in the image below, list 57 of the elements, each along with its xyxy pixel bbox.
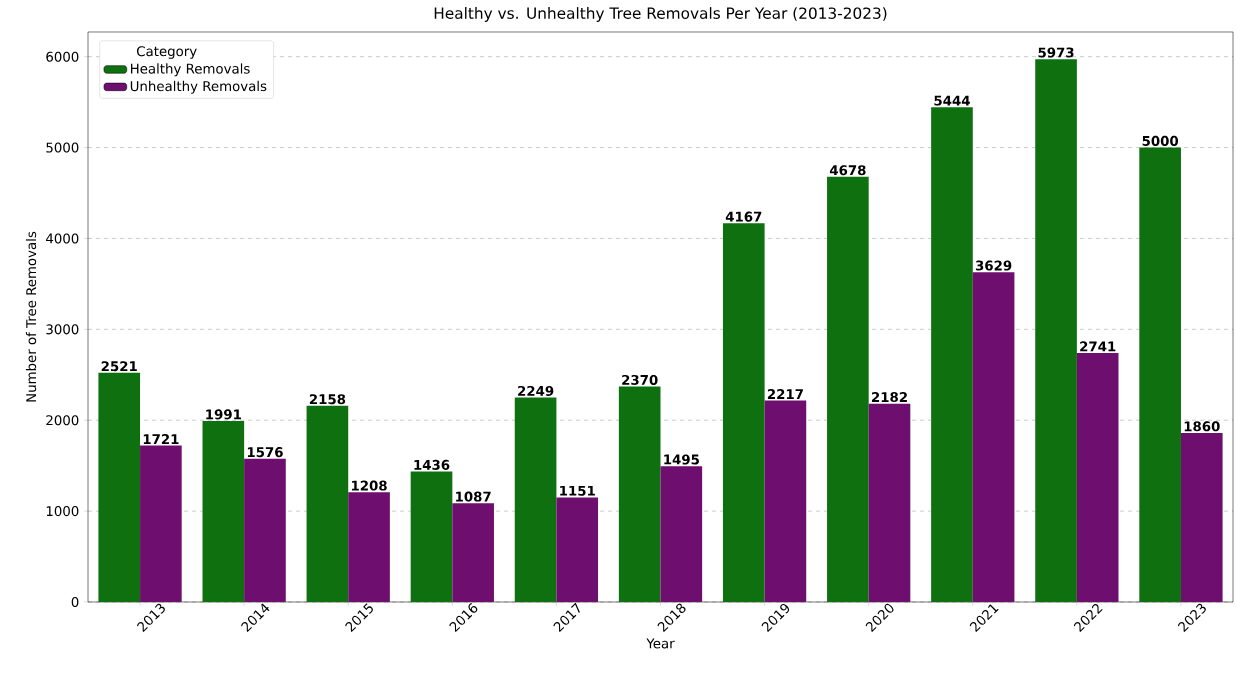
x-axis-title: Year <box>646 638 675 649</box>
legend-label: Unhealthy Removals <box>130 80 267 94</box>
data-label: 1860 <box>1184 421 1220 432</box>
data-label: 2741 <box>1080 341 1116 352</box>
bar <box>202 421 245 602</box>
bar <box>868 403 911 602</box>
chart-title: Healthy vs. Unhealthy Tree Removals Per Year (2013-2023) <box>434 7 887 22</box>
bar <box>1139 147 1181 602</box>
data-label: 2158 <box>309 394 346 405</box>
bar <box>764 400 807 602</box>
data-label: 2370 <box>622 374 658 385</box>
legend-label: Healthy Removals <box>130 63 250 77</box>
data-label: 2521 <box>101 361 137 372</box>
bar <box>410 471 453 602</box>
legend-title: Category <box>137 46 197 59</box>
y-axis-title: Number of Tree Removals <box>25 231 37 402</box>
y-tick-label: 3000 <box>46 324 79 335</box>
data-label: 1151 <box>560 485 595 496</box>
data-label: 5000 <box>1142 135 1179 146</box>
bar <box>1035 59 1077 602</box>
y-tick-label: 4000 <box>46 233 79 244</box>
bar <box>556 497 599 602</box>
data-label: 2217 <box>767 388 803 399</box>
data-label: 2182 <box>872 391 907 403</box>
data-label: 2249 <box>518 385 554 396</box>
bar <box>514 397 557 602</box>
data-label: 1495 <box>664 454 699 465</box>
y-tick-label: 6000 <box>46 51 79 62</box>
bar <box>1076 352 1119 602</box>
data-label: 1991 <box>206 409 241 420</box>
data-label: 3629 <box>975 260 1012 271</box>
bar <box>722 223 765 602</box>
bar <box>452 503 494 602</box>
bar <box>827 176 869 602</box>
y-tick-label: 1000 <box>46 506 79 517</box>
data-label: 4167 <box>725 211 762 222</box>
bar <box>931 107 973 602</box>
bar <box>660 466 703 602</box>
data-label: 1436 <box>414 459 450 470</box>
bar <box>1180 432 1223 602</box>
data-label: 5444 <box>934 95 970 106</box>
bar <box>348 492 390 602</box>
data-label: 5973 <box>1038 47 1074 58</box>
bar <box>306 405 349 602</box>
bar <box>618 386 661 602</box>
data-label: 4678 <box>829 165 866 176</box>
data-label: 1576 <box>247 447 283 458</box>
bar <box>972 272 1015 602</box>
bar <box>244 458 286 602</box>
bar <box>98 372 141 602</box>
bar <box>140 445 182 602</box>
data-label: 1087 <box>456 491 491 502</box>
data-label: 1208 <box>352 480 387 491</box>
y-tick-label: 0 <box>71 596 79 608</box>
data-label: 1721 <box>143 434 179 444</box>
y-tick-label: 5000 <box>46 142 79 153</box>
y-tick-label: 2000 <box>46 415 79 426</box>
